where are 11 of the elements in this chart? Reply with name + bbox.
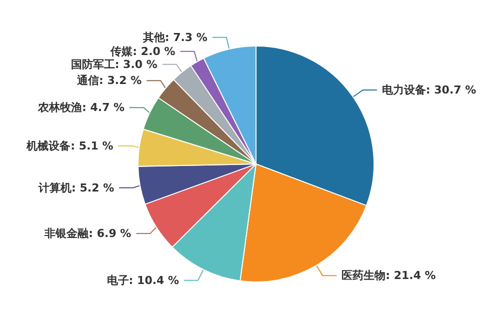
slice-label: 农林牧渔: 4.7 %	[37, 101, 125, 114]
slice-label: 电子: 10.4 %	[106, 274, 180, 287]
slice-label: 非银金融: 6.9 %	[44, 227, 132, 240]
slice-label: 国防军工: 3.0 %	[70, 58, 158, 71]
slice-label: 通信: 3.2 %	[76, 74, 142, 88]
slice-label: 电力设备: 30.7 %	[382, 84, 476, 97]
slice-label: 其他: 7.3 %	[142, 30, 208, 44]
slice-label: 医药生物: 21.4 %	[342, 269, 436, 282]
slice-label: 机械设备: 5.1 %	[26, 139, 114, 152]
slice-label: 计算机: 5.2 %	[38, 181, 114, 194]
slice-label: 传媒: 2.0 %	[110, 44, 176, 58]
